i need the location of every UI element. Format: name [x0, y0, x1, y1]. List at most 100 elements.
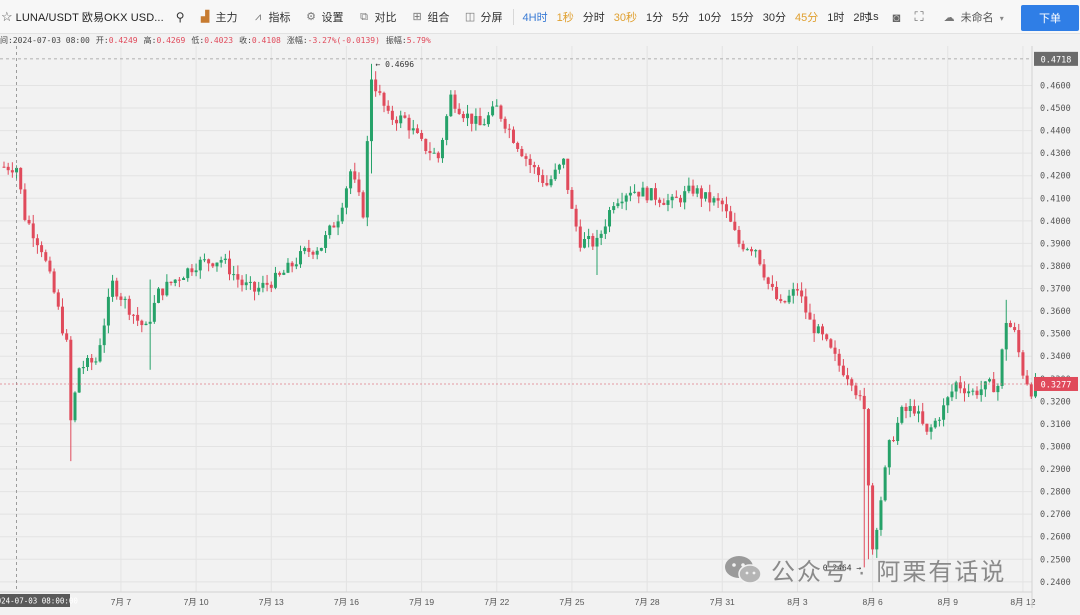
candle-body	[486, 115, 490, 125]
candle-body	[537, 167, 541, 176]
candle-body	[779, 299, 783, 302]
timeframe-6[interactable]: 10分	[698, 11, 722, 24]
candle-body	[591, 235, 595, 247]
candle-body	[248, 281, 252, 283]
candle-body	[578, 226, 582, 248]
timeframe-3[interactable]: 30秒	[613, 11, 637, 24]
candle-body	[724, 204, 728, 212]
chart-background	[0, 46, 1080, 615]
candle-body	[449, 94, 453, 117]
candle-body	[837, 353, 841, 366]
high-value: 0.4269	[156, 35, 186, 45]
candle-body	[390, 110, 394, 120]
candle-body	[311, 251, 315, 255]
symbol-selector[interactable]: ☆ LUNA/USDT 欧易OKX USD...	[0, 9, 164, 25]
timeframe-0[interactable]: 4H时	[522, 11, 548, 24]
candle-body	[879, 500, 883, 530]
candle-body	[332, 225, 336, 228]
candle-body	[253, 281, 257, 292]
timeframe-4[interactable]: 1分	[645, 11, 664, 24]
indicators-label: 指标	[268, 11, 291, 24]
y-tick-label: 0.4000	[1040, 217, 1071, 227]
candle-body	[265, 282, 269, 285]
candle-body	[48, 260, 52, 272]
candle-body	[737, 229, 741, 244]
candle-body	[683, 191, 687, 203]
candle-body	[825, 334, 829, 340]
candle-body	[278, 272, 282, 275]
candle-body	[399, 115, 403, 124]
camera-icon[interactable]: ◙	[892, 9, 901, 25]
timeframe-2[interactable]: 分时	[582, 11, 605, 24]
candle-body	[65, 333, 69, 340]
candle-body	[628, 192, 632, 196]
main-force-button[interactable]: ▟ 主力	[199, 9, 238, 25]
candle-body	[871, 485, 875, 550]
layout-selector[interactable]: ☁ 未命名 ▾	[944, 9, 1004, 25]
y-tick-label: 0.4600	[1040, 81, 1071, 91]
y-tick-label: 0.2700	[1040, 510, 1071, 520]
candle-body	[1013, 327, 1017, 331]
candle-body	[549, 179, 553, 186]
split-screen-button[interactable]: ◫ 分屏	[464, 9, 503, 25]
layout-name: 未命名	[960, 12, 994, 24]
candle-body	[303, 247, 307, 252]
candle-body	[44, 252, 48, 261]
candle-body	[182, 278, 186, 281]
candle-body	[679, 197, 683, 203]
candle-body	[415, 128, 419, 134]
candle-body	[674, 196, 678, 198]
search-icon[interactable]: ⚲	[175, 9, 185, 24]
candle-body	[228, 258, 232, 275]
crosshair-time-tag	[0, 594, 70, 607]
cloud-icon: ☁	[943, 12, 955, 24]
candle-body	[273, 272, 277, 288]
candle-body	[967, 391, 971, 394]
split-screen-label: 分屏	[480, 11, 503, 24]
y-tick-label: 0.4500	[1040, 104, 1071, 114]
candle-body	[194, 270, 198, 273]
candle-body	[491, 106, 495, 116]
amplitude-value: 5.79%	[406, 35, 431, 45]
timeframe-8[interactable]: 30分	[762, 11, 786, 24]
combine-button[interactable]: ⊞ 组合	[411, 9, 449, 25]
candle-body	[858, 395, 862, 397]
candle-body	[574, 208, 578, 227]
timeframe-11[interactable]: 2时	[853, 11, 871, 24]
candle-body	[6, 166, 10, 171]
fullscreen-icon[interactable]: ⛶	[914, 9, 924, 24]
x-tick-label: 8月 3	[787, 597, 808, 607]
order-button[interactable]: 下单	[1021, 5, 1079, 31]
timeframe-5[interactable]: 5分	[672, 11, 690, 24]
interval-label[interactable]: 1s	[867, 11, 879, 23]
candle-body	[219, 260, 223, 263]
candle-body	[520, 148, 524, 157]
timeframe-1[interactable]: 1秒	[556, 11, 574, 24]
top-price-label: 0.4718	[1041, 55, 1072, 65]
star-icon[interactable]: ☆	[1, 8, 13, 24]
timeframe-7[interactable]: 15分	[730, 11, 754, 24]
timeframe-9[interactable]: 45分	[794, 11, 819, 24]
candle-body	[56, 292, 60, 307]
top-price-tag	[1034, 51, 1078, 66]
candle-body	[115, 280, 119, 297]
candle-body	[833, 347, 837, 354]
candle-body	[699, 188, 703, 199]
indicators-button[interactable]: ⩘ 指标	[252, 9, 291, 25]
candle-body	[453, 94, 457, 109]
candlestick-chart[interactable]: 0.2400 0.2500 0.2600 0.2700 0.2800 0.2900 0.30…	[0, 46, 1080, 615]
settings-button[interactable]: ⚙ 设置	[305, 9, 343, 25]
timeframe-10[interactable]: 1时	[827, 11, 845, 24]
candle-body	[808, 312, 812, 320]
candle-body	[641, 187, 645, 197]
candle-body	[90, 357, 94, 363]
candle-body	[94, 361, 98, 363]
candle-body	[854, 385, 858, 396]
candle-body	[658, 199, 662, 203]
candle-body	[708, 192, 712, 203]
compare-button[interactable]: ⧉ 对比	[358, 9, 396, 25]
candle-body	[232, 274, 236, 276]
y-tick-label: 0.3000	[1040, 442, 1071, 452]
candle-body	[223, 258, 227, 261]
candle-body	[896, 422, 900, 442]
